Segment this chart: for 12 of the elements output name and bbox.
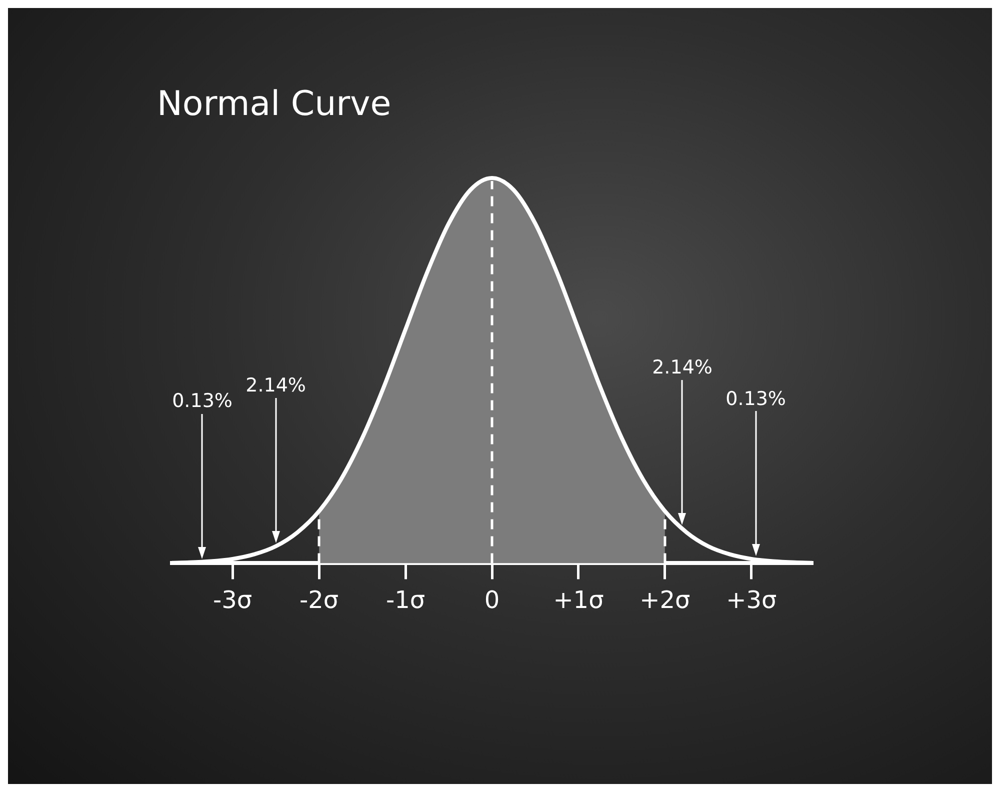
x-tick-label: -3σ	[212, 586, 252, 614]
annotation: 2.14%	[246, 374, 306, 397]
x-tick-label: +2σ	[640, 586, 690, 614]
x-tick-label: +3σ	[726, 586, 777, 614]
x-tick-label: -2σ	[299, 586, 339, 614]
annotation: 0.13%	[172, 390, 232, 412]
x-tick-label: -1σ	[386, 586, 426, 614]
x-tick-label: 0	[484, 586, 500, 614]
annotation: 2.14%	[652, 356, 712, 379]
annotation: 0.13%	[726, 388, 786, 410]
chart-title: Normal Curve	[157, 84, 392, 124]
x-tick-label: +1σ	[553, 586, 604, 614]
